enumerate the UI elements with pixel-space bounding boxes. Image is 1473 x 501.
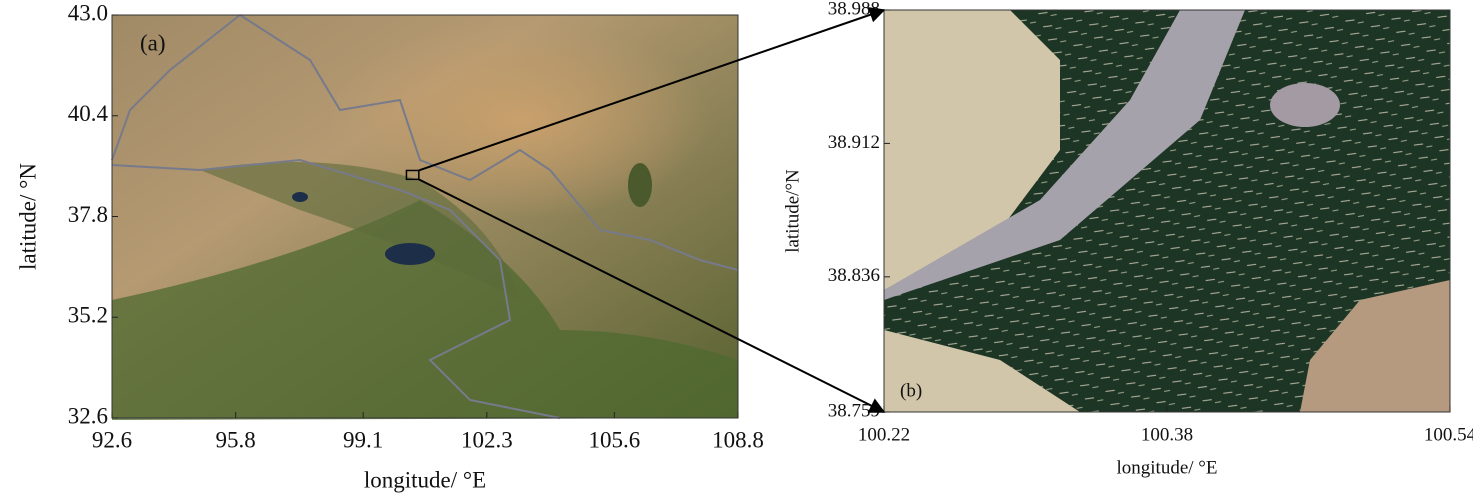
panel-label: (a) xyxy=(140,30,166,55)
x-tick-label: 100.22 xyxy=(858,424,910,445)
y-tick-label: 38.988 xyxy=(828,0,880,19)
figure: 92.6 95.8 99.1 102.3 105.6 108.8 43.0 40.4 37.8 3… xyxy=(0,0,1473,496)
y-tick-label: 40.4 xyxy=(68,101,109,126)
y-tick-label: 38.912 xyxy=(828,132,880,153)
y-tick-label: 43.0 xyxy=(68,0,108,25)
y-tick-label: 38.836 xyxy=(828,265,880,286)
x-tick-label: 92.6 xyxy=(92,427,132,452)
y-tick-label: 32.6 xyxy=(68,403,108,428)
x-tick-label: 100.54 xyxy=(1424,424,1473,445)
panel-label: (b) xyxy=(900,380,922,401)
x-tick-label: 102.3 xyxy=(461,427,513,452)
y-axis-label: latitude/°N xyxy=(782,169,803,253)
x-tick-label: 100.38 xyxy=(1141,424,1193,445)
satellite-image-b xyxy=(884,10,1450,412)
y-tick-label: 35.2 xyxy=(68,303,108,328)
x-tick-label: 99.1 xyxy=(343,427,383,452)
y-tick-label: 37.8 xyxy=(68,202,108,227)
x-tick-label: 95.8 xyxy=(216,427,256,452)
x-tick-label: 108.8 xyxy=(712,427,764,452)
x-axis-label: longitude/ °E xyxy=(364,467,486,492)
satellite-image-a xyxy=(112,15,738,420)
x-axis-label: longitude/ °E xyxy=(1116,457,1217,478)
y-tick-label: 38.759 xyxy=(828,400,880,421)
y-axis-label: latitude/ °N xyxy=(15,163,40,270)
x-tick-label: 105.6 xyxy=(588,427,640,452)
